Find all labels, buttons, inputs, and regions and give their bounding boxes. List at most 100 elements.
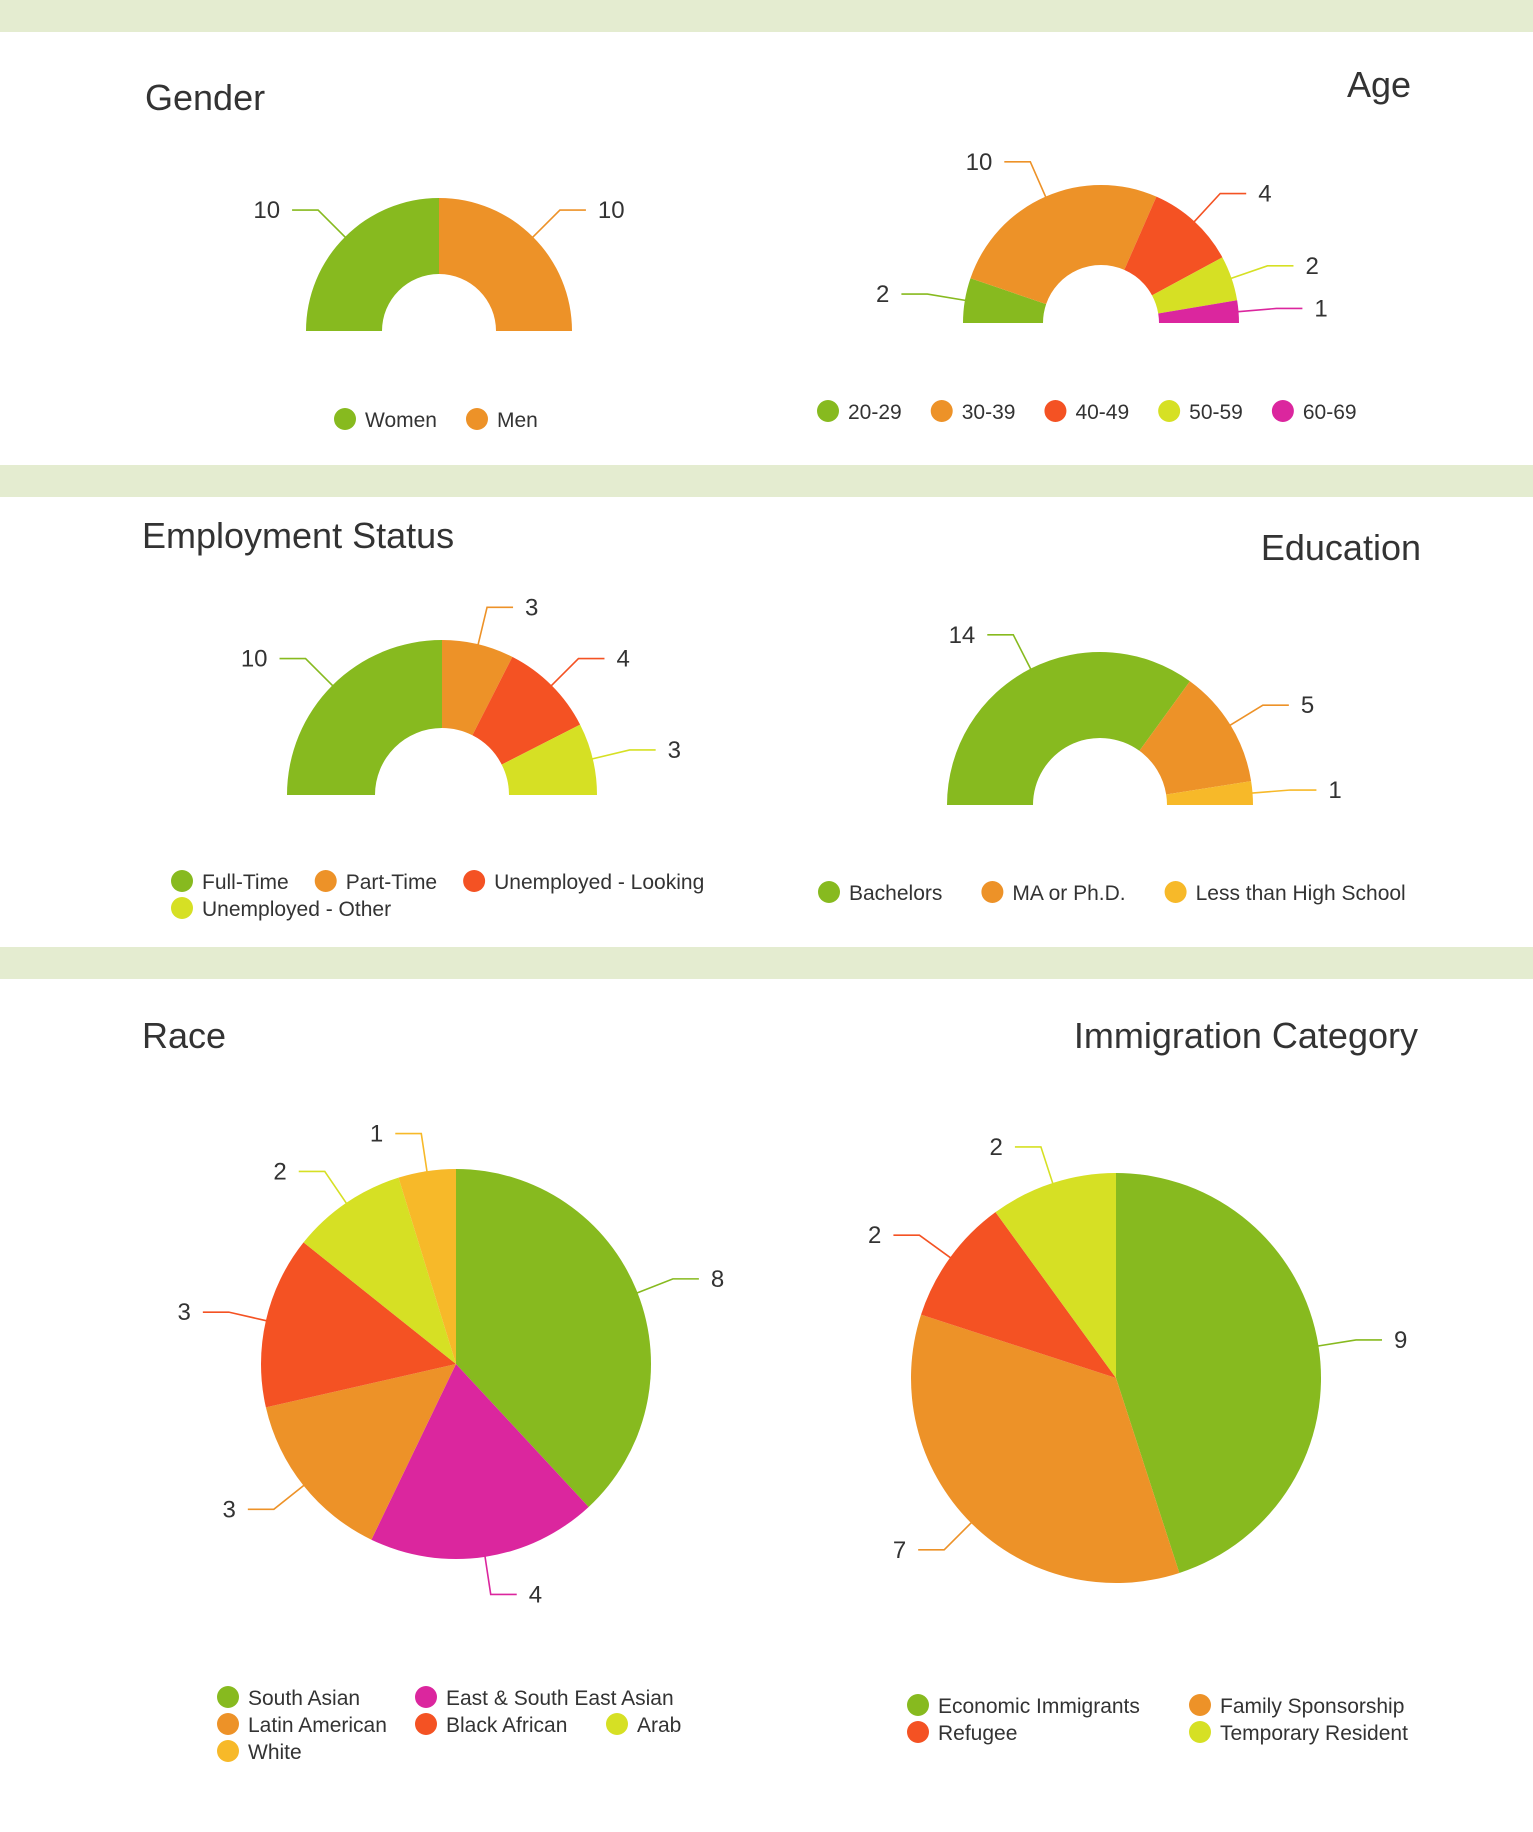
chart-title: Age xyxy=(1347,64,1411,105)
legend-label: MA or Ph.D. xyxy=(1012,882,1125,905)
legend-item-ma-or-ph-d: MA or Ph.D. xyxy=(981,881,1126,905)
legend-label: 60-69 xyxy=(1303,401,1357,424)
legend-item-east-and-south-east-asian: East & South East Asian xyxy=(415,1686,674,1710)
leader-line xyxy=(279,657,335,688)
legend-item-bachelors: Bachelors xyxy=(818,881,942,905)
legend-item-30-39: 30-39 xyxy=(930,400,1016,424)
legend-item-south-asian: South Asian xyxy=(217,1686,360,1710)
leader-line xyxy=(918,1520,974,1551)
legend-item-part-time: Part-Time xyxy=(314,870,437,894)
slice-bachelors xyxy=(947,652,1190,805)
legend-item-20-29: 20-29 xyxy=(817,400,902,424)
chart-title: Gender xyxy=(145,77,265,118)
legend-swatch xyxy=(1189,1694,1211,1716)
leader-line xyxy=(298,1170,348,1205)
legend-swatch xyxy=(314,870,337,892)
legend-item-60-69: 60-69 xyxy=(1271,400,1357,424)
value-label: 10 xyxy=(966,149,993,176)
value-label: 8 xyxy=(711,1266,724,1293)
leader-line xyxy=(292,209,347,239)
slice-less-than-high-school xyxy=(1166,781,1253,805)
legend-item-economic-immigrants: Economic Immigrants xyxy=(907,1694,1140,1718)
slice-arab xyxy=(303,1177,456,1364)
value-label: 1 xyxy=(370,1121,383,1148)
leader-line xyxy=(247,1483,306,1511)
slice-white xyxy=(398,1169,456,1364)
leader-line xyxy=(483,1554,517,1596)
section-divider-top xyxy=(0,0,1533,32)
legend-label: Unemployed - Other xyxy=(202,898,391,921)
legend-swatch xyxy=(606,1713,628,1735)
legend: Women Men xyxy=(334,408,538,432)
legend-swatch xyxy=(415,1713,437,1735)
slice-latin-american xyxy=(265,1364,456,1540)
chart-immigration-category: Immigration Category 9 7 2 2 Economic Immigra… xyxy=(868,1015,1418,1745)
slice-60-69 xyxy=(1158,300,1239,323)
value-label: 3 xyxy=(222,1496,235,1523)
legend-label: South Asian xyxy=(248,1687,360,1710)
leader-line xyxy=(549,657,605,688)
legend-item-unemployed-other: Unemployed - Other xyxy=(171,897,391,921)
chart-gender: Gender 10 10 Women Men xyxy=(145,77,625,432)
legend-label: Women xyxy=(365,409,437,432)
legend-item-arab: Arab xyxy=(606,1713,681,1737)
legend: South Asian East & South East Asian Latin … xyxy=(217,1686,681,1764)
legend-label: Bachelors xyxy=(849,882,942,905)
legend-label: East & South East Asian xyxy=(446,1687,674,1710)
value-label: 3 xyxy=(525,594,538,621)
leader-line xyxy=(202,1311,269,1322)
value-label: 4 xyxy=(529,1581,542,1608)
leader-line xyxy=(476,606,514,647)
value-label: 2 xyxy=(990,1134,1003,1161)
leader-line xyxy=(1004,161,1048,199)
leader-line xyxy=(1229,265,1294,280)
chart-race: Race 8 4 3 3 2 1 South Asian East & South East A… xyxy=(142,1015,724,1764)
legend-swatch xyxy=(463,870,486,892)
chart-title: Employment Status xyxy=(142,515,454,556)
value-label: 10 xyxy=(598,197,625,224)
value-label: 14 xyxy=(949,622,976,649)
legend-swatch xyxy=(171,897,193,919)
value-label: 2 xyxy=(868,1222,881,1249)
legend-item-refugee: Refugee xyxy=(907,1721,1017,1745)
value-label: 9 xyxy=(1394,1327,1407,1354)
slice-unemployed-looking xyxy=(472,656,581,765)
legend-item-women: Women xyxy=(334,408,437,432)
legend-label: 30-39 xyxy=(962,401,1016,424)
slice-part-time xyxy=(442,640,513,736)
slice-family-sponsorship xyxy=(911,1314,1180,1583)
legend-item-full-time: Full-Time xyxy=(171,870,289,894)
chart-title: Education xyxy=(1261,527,1421,568)
value-label: 1 xyxy=(1314,295,1327,322)
slice-economic-immigrants xyxy=(1116,1173,1322,1573)
legend-label: Black African xyxy=(446,1714,567,1737)
value-label: 3 xyxy=(177,1299,190,1326)
legend: Economic Immigrants Family Sponsorship Ref… xyxy=(907,1694,1408,1745)
legend-swatch xyxy=(217,1686,239,1708)
slice-men xyxy=(439,198,572,331)
legend-label: Men xyxy=(497,409,538,432)
legend-swatch xyxy=(1158,400,1181,422)
leader-line xyxy=(987,634,1033,671)
slice-refugee xyxy=(921,1212,1116,1378)
value-label: 10 xyxy=(241,646,268,673)
legend-swatch xyxy=(465,408,488,430)
legend-swatch xyxy=(334,408,356,430)
legend-label: Refugee xyxy=(938,1722,1017,1745)
leader-line xyxy=(590,749,656,761)
legend-item-white: White xyxy=(217,1740,302,1764)
leader-line xyxy=(901,293,967,302)
legend-label: Part-Time xyxy=(346,871,437,894)
leader-line xyxy=(1228,704,1289,727)
chart-age: Age 2 10 4 2 1 20-29 30-39 40-49 50-59 60-69 xyxy=(817,64,1411,424)
legend-item-less-than-high-school: Less than High School xyxy=(1164,881,1406,905)
slice-full-time xyxy=(287,640,442,795)
legend-swatch xyxy=(907,1694,929,1716)
leader-line xyxy=(893,1234,953,1260)
value-label: 4 xyxy=(616,646,629,673)
slice-30-39 xyxy=(970,185,1157,305)
legend-swatch xyxy=(817,400,839,422)
chart-title: Immigration Category xyxy=(1074,1015,1418,1056)
leader-line xyxy=(1250,789,1317,794)
slice-east-and-south-east-asian xyxy=(371,1364,589,1560)
